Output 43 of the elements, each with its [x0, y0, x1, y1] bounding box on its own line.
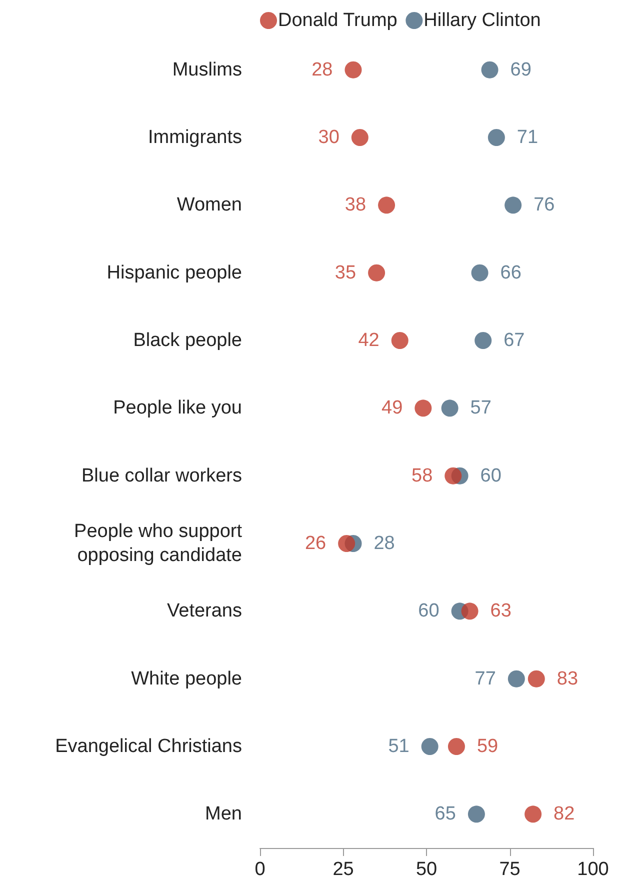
data-label: 60 — [418, 600, 440, 622]
legend-label: Donald Trump — [278, 10, 398, 31]
data-label: 30 — [318, 127, 340, 148]
y-tick-label: People like you — [113, 398, 242, 419]
data-label: 42 — [358, 330, 380, 351]
y-tick-label: Black people — [133, 330, 242, 351]
x-tick-label: 0 — [254, 859, 266, 880]
y-tick-label: Evangelical Christians — [55, 736, 242, 757]
data-label: 76 — [534, 194, 555, 216]
data-label: 51 — [388, 736, 410, 757]
y-tick-label: Immigrants — [148, 127, 242, 148]
x-tick-label: 25 — [332, 859, 354, 880]
data-label: 35 — [334, 262, 356, 284]
y-tick-label: Blue collar workers — [82, 465, 242, 486]
data-label: 66 — [500, 262, 522, 284]
y-tick-label: Veterans — [167, 600, 242, 622]
data-label: 60 — [480, 465, 502, 486]
legend-label: Hillary Clinton — [424, 10, 541, 31]
data-label: 38 — [344, 194, 366, 216]
data-label: 26 — [304, 533, 326, 554]
data-label: 83 — [556, 668, 578, 690]
data-label: 28 — [374, 533, 395, 554]
data-label: 58 — [412, 465, 433, 486]
data-label: 57 — [470, 398, 492, 419]
data-label: 59 — [476, 736, 498, 757]
data-label: 63 — [490, 600, 512, 622]
data-label: 71 — [516, 127, 538, 148]
y-tick-label: Muslims — [172, 59, 242, 80]
data-label: 77 — [474, 668, 496, 690]
data-label: 82 — [554, 804, 575, 825]
y-tick-label: Women — [176, 194, 242, 216]
data-label: 65 — [434, 804, 456, 825]
y-tick-label: Hispanic people — [106, 262, 242, 284]
y-tick-label: People who support opposing candidate — [74, 521, 243, 566]
y-tick-label: Men — [205, 804, 242, 825]
x-tick-label: 50 — [416, 859, 438, 880]
data-label: 69 — [510, 59, 532, 80]
data-label: 28 — [312, 59, 333, 80]
data-label: 67 — [504, 330, 525, 351]
x-tick-label: 100 — [577, 859, 609, 880]
y-tick-label: White people — [131, 668, 242, 690]
x-tick-label: 75 — [499, 859, 520, 880]
data-label: 49 — [382, 398, 403, 419]
